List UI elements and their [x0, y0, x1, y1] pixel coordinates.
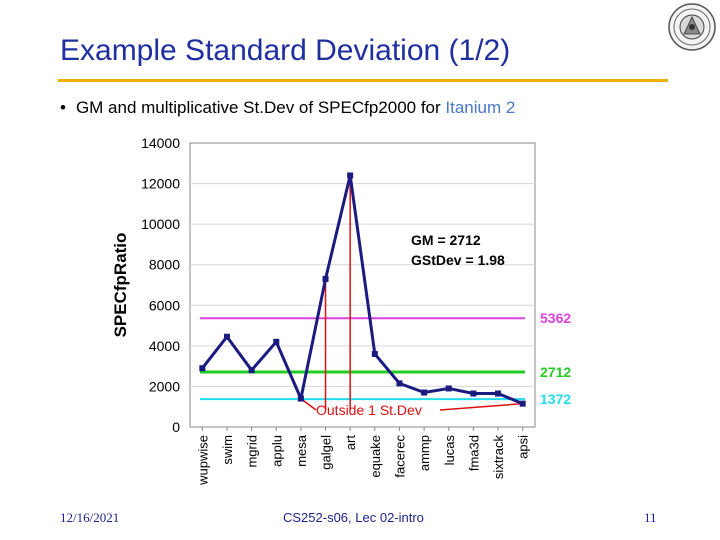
data-point — [223, 333, 230, 340]
y-axis-label: SPECfpRatio — [111, 233, 130, 338]
x-tick-label: swim — [220, 435, 235, 465]
data-series — [199, 172, 526, 407]
data-point — [322, 275, 329, 282]
gm-annotation: GM = 2712 — [411, 232, 481, 248]
footer-course: CS252-s06, Lec 02-intro — [283, 510, 424, 525]
gstdev-annotation: GStDev = 1.98 — [411, 252, 505, 268]
x-tick-label: sixtrack — [491, 435, 506, 480]
series-line — [201, 173, 524, 406]
x-tick-label: galgel — [319, 435, 334, 470]
x-tick-label: applu — [269, 435, 284, 467]
footer-date: 12/16/2021 — [60, 510, 120, 525]
reference-line-label: 5362 — [540, 310, 571, 326]
y-tick-label: 14000 — [141, 135, 180, 151]
bullet-text-main: GM and multiplicative St.Dev of SPECfp20… — [75, 98, 446, 117]
data-point — [347, 172, 354, 179]
x-tick-label: mesa — [294, 434, 309, 467]
data-point — [297, 395, 304, 402]
plot-area — [189, 142, 536, 428]
x-tick-label: art — [343, 435, 358, 451]
university-seal-logo — [668, 3, 716, 51]
y-tick-label: 4000 — [149, 338, 180, 354]
data-point — [421, 389, 428, 396]
x-tick-label: ammp — [417, 435, 432, 471]
x-tick-label: apsi — [516, 435, 531, 459]
x-tick-label: fma3d — [466, 435, 481, 471]
data-point — [273, 338, 280, 345]
data-point — [248, 367, 255, 374]
y-tick-label: 0 — [172, 419, 180, 435]
y-tick-label: 12000 — [141, 176, 180, 192]
bullet-highlight: Itanium 2 — [445, 98, 516, 117]
x-tick-label: lucas — [442, 435, 457, 466]
gridlines — [190, 183, 535, 387]
y-tick-label: 10000 — [141, 216, 180, 232]
specfp-chart: 5362 2712 1372 0 2000 4000 6000 8000 10000 12000… — [111, 135, 571, 486]
x-tick-label: facerec — [392, 435, 407, 478]
outside-stdev-annotation: Outside 1 St.Dev — [316, 402, 422, 418]
reference-line-label: 1372 — [540, 391, 571, 407]
outside-drop-lines — [300, 175, 523, 411]
x-tick-label: equake — [368, 435, 383, 478]
data-point — [519, 400, 526, 407]
data-point — [470, 390, 477, 397]
data-point — [199, 365, 206, 372]
footer-page-number: 11 — [644, 510, 657, 525]
y-tick-label: 8000 — [149, 257, 180, 273]
y-tick-label: 2000 — [149, 378, 180, 394]
y-tick-label: 6000 — [149, 297, 180, 313]
data-point — [495, 390, 502, 397]
axes: 0 2000 4000 6000 8000 10000 12000 14000 wupwise s… — [141, 135, 531, 486]
data-point — [396, 380, 403, 387]
x-tick-label: wupwise — [195, 435, 210, 486]
slide-title: Example Standard Deviation (1/2) — [60, 34, 511, 67]
reference-line-label: 2712 — [540, 364, 571, 380]
data-point — [445, 385, 452, 392]
data-point — [371, 350, 378, 357]
bullet-text: • GM and multiplicative St.Dev of SPECfp2… — [60, 98, 515, 118]
outside-connector-line — [439, 402, 523, 411]
title-underline — [58, 79, 668, 82]
x-tick-label: mgrid — [245, 435, 260, 468]
bullet-marker: • — [60, 98, 66, 117]
